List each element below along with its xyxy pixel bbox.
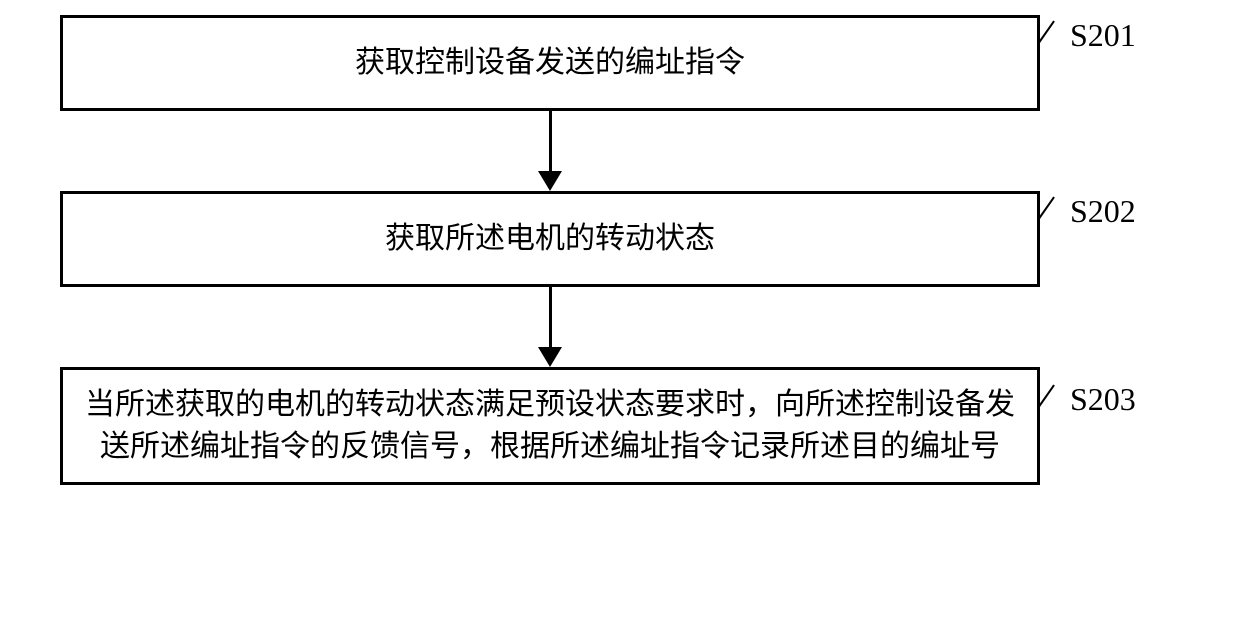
arrow-line-2 bbox=[549, 287, 552, 349]
step-label-s202: S202 bbox=[1070, 193, 1136, 230]
arrow-1-to-2 bbox=[60, 111, 1040, 191]
label-tick-s203 bbox=[1038, 379, 1068, 409]
step-text-s203: 当所述获取的电机的转动状态满足预设状态要求时，向所述控制设备发送所述编址指令的反… bbox=[83, 384, 1017, 468]
label-tick-s202 bbox=[1038, 191, 1068, 221]
step-label-s203: S203 bbox=[1070, 381, 1136, 418]
step-wrapper-3: 当所述获取的电机的转动状态满足预设状态要求时，向所述控制设备发送所述编址指令的反… bbox=[60, 367, 1040, 485]
arrow-2-to-3 bbox=[60, 287, 1040, 367]
step-text-s202: 获取所述电机的转动状态 bbox=[385, 218, 715, 260]
arrow-head-2 bbox=[538, 347, 562, 367]
arrow-line-1 bbox=[549, 111, 552, 173]
label-tick-s201 bbox=[1038, 15, 1068, 45]
step-text-s201: 获取控制设备发送的编址指令 bbox=[355, 42, 745, 84]
step-label-s201: S201 bbox=[1070, 17, 1136, 54]
step-box-s203: 当所述获取的电机的转动状态满足预设状态要求时，向所述控制设备发送所述编址指令的反… bbox=[60, 367, 1040, 485]
flowchart-container: 获取控制设备发送的编址指令 S201 获取所述电机的转动状态 S202 当所述获… bbox=[60, 15, 1180, 485]
arrow-head-1 bbox=[538, 171, 562, 191]
step-wrapper-1: 获取控制设备发送的编址指令 S201 bbox=[60, 15, 1040, 111]
step-box-s201: 获取控制设备发送的编址指令 bbox=[60, 15, 1040, 111]
step-wrapper-2: 获取所述电机的转动状态 S202 bbox=[60, 191, 1040, 287]
step-box-s202: 获取所述电机的转动状态 bbox=[60, 191, 1040, 287]
